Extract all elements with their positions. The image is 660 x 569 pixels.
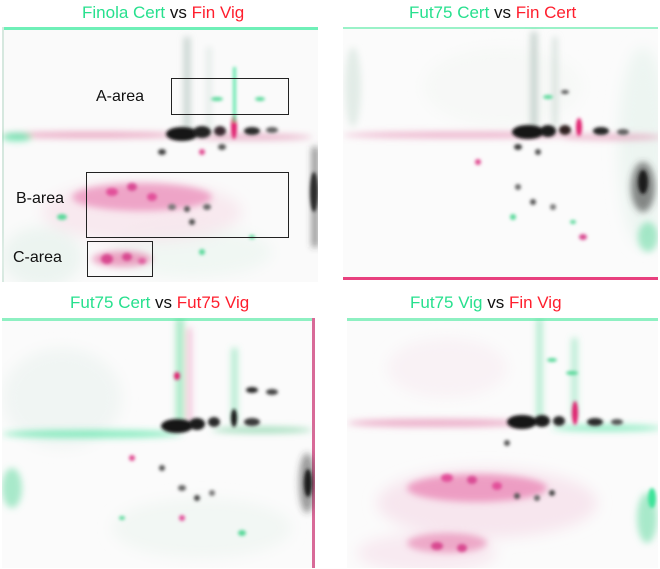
area-a-label: A-area (96, 88, 145, 105)
panel-title-3-vs: vs (155, 293, 173, 312)
panel-title-3-red: Fut75 Vig (176, 293, 250, 312)
gel-image-3 (2, 318, 315, 568)
gel-image-1 (2, 27, 318, 282)
area-b-box (86, 172, 289, 238)
panel-title-4: Fut75 Vig vs Fin Vig (410, 293, 562, 313)
area-c-box (87, 241, 153, 277)
panel-title-1: Finola Cert vs Fin Vig (82, 3, 244, 23)
panel-title-2: Fut75 Cert vs Fin Cert (409, 3, 576, 23)
panel-title-3: Fut75 Cert vs Fut75 Vig (70, 293, 249, 313)
panel-title-4-vs: vs (487, 293, 505, 312)
panel-title-1-vs: vs (169, 3, 187, 22)
area-b-label: B-area (16, 190, 65, 207)
gel-image-2 (343, 27, 658, 280)
panel-title-2-vs: vs (494, 3, 512, 22)
panel-title-1-red: Fin Vig (191, 3, 245, 22)
panel-title-4-green: Fut75 Vig (410, 293, 483, 312)
area-a-box (171, 78, 289, 115)
panel-title-4-red: Fin Vig (508, 293, 562, 312)
panel-title-2-red: Fin Cert (515, 3, 577, 22)
panel-title-3-green: Fut75 Cert (70, 293, 151, 312)
panel-title-1-green: Finola Cert (82, 3, 166, 22)
panel-title-2-green: Fut75 Cert (409, 3, 490, 22)
area-c-label: C-area (13, 249, 62, 266)
gel-image-4 (347, 318, 658, 568)
